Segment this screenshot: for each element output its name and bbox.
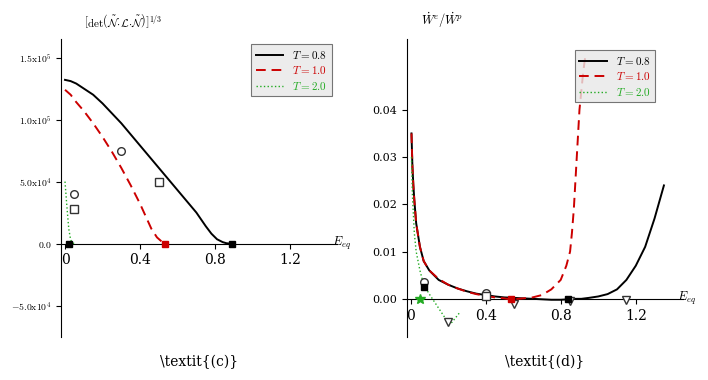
Text: $E_{eq}$: $E_{eq}$ [677,290,697,307]
Text: \textit{(c)}: \textit{(c)} [160,355,239,369]
Text: $\dot{W}^e/\dot{W}^p$: $\dot{W}^e/\dot{W}^p$ [421,11,463,30]
Text: $E_{eq}$: $E_{eq}$ [331,235,351,252]
Legend: $T=0.8$, $T=1.0$, $T=2.0$: $T=0.8$, $T=1.0$, $T=2.0$ [575,51,655,102]
Text: \textit{(d)}: \textit{(d)} [505,355,584,369]
Text: $\left[\det\!\left(\tilde{\mathcal{N}}\!\cdot\!\mathcal{L}\!\cdot\!\tilde{\mathc: $\left[\det\!\left(\tilde{\mathcal{N}}\!… [84,12,163,30]
Legend: $T=0.8$, $T=1.0$, $T=2.0$: $T=0.8$, $T=1.0$, $T=2.0$ [251,44,331,96]
